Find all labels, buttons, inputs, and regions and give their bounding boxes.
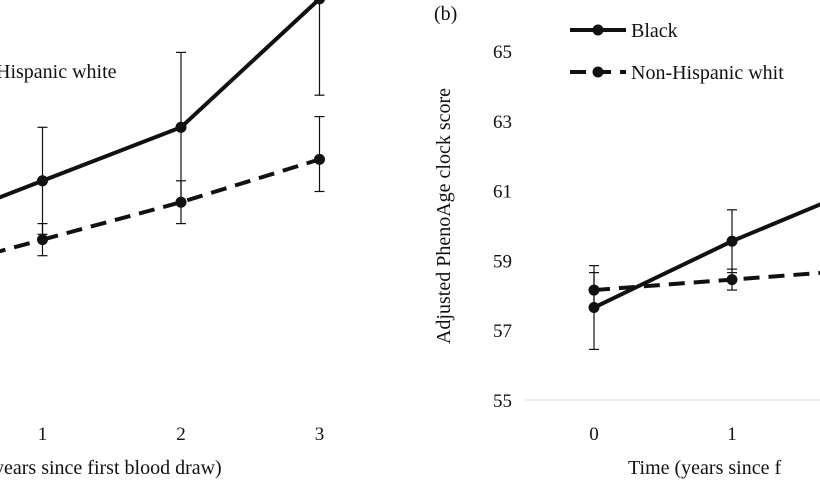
panel-a-series-2-line: [41, 157, 321, 242]
panel-a-plot-area: [0, 0, 325, 257]
panel-b-y-tick-label: 65: [493, 42, 512, 63]
panel-a-legend: Hispanic white: [0, 61, 117, 83]
panel-a-series-1-line-extension: [0, 178, 44, 200]
panel-a-x-ticks: 1 2 3: [38, 424, 325, 445]
panel-b-y-tick-label: 61: [493, 182, 512, 203]
panel-b-x-axis-title: Time (years since f: [628, 457, 781, 479]
panel-b-y-tick-label: 59: [493, 251, 512, 272]
panel-b-legend-marker-2: [592, 66, 604, 78]
panel-b-y-tick-label: 63: [493, 112, 512, 133]
panel-b-x-tick-label: 1: [727, 424, 737, 445]
panel-a-x-tick-label: 2: [176, 424, 186, 445]
panel-b-y-tick-label: 57: [493, 321, 512, 342]
panel-a-series-2-line-extension: [0, 237, 44, 254]
panel-b-y-tick-label: 55: [493, 391, 512, 412]
panel-b-series-2-line: [593, 270, 820, 293]
panel-a-x-axis-title: years since first blood draw): [0, 457, 222, 479]
panel-b-axes: 55 57 59 61 63 65 0 1: [493, 42, 820, 445]
panel-b-plot-area: [588, 202, 820, 350]
panel-a-series-2-point: [175, 196, 187, 208]
panel-a: 1 2 3 Hispanic white years since first blo…: [0, 0, 325, 479]
panel-a-series-1-point: [314, 0, 325, 5]
panel-b-legend: Black Non-Hispanic whit: [570, 20, 784, 84]
panel-a-x-tick-label: 3: [315, 424, 325, 445]
panel-b-legend-label-2: Non-Hispanic whit: [631, 62, 784, 84]
panel-b-series-2-point: [726, 274, 738, 286]
panel-b-x-tick-label: 0: [589, 424, 599, 445]
panel-b-legend-marker-1: [592, 24, 604, 36]
panel-b-legend-label-1: Black: [631, 20, 678, 42]
panel-a-series-1-point: [175, 121, 187, 133]
panel-b-series-2-point: [588, 284, 600, 296]
panel-a-series-2-point: [314, 153, 325, 165]
panel-b-label: (b): [434, 3, 457, 25]
panel-a-legend-label: Hispanic white: [0, 61, 117, 83]
panel-b-series-1-point: [726, 235, 738, 247]
panel-b: (b) 55 57 59 61 63 65 0 1 Black Non-Hispanic whi…: [433, 3, 820, 479]
panel-a-x-tick-label: 1: [38, 424, 48, 445]
panel-b-y-axis-title: Adjusted PhenoAge clock score: [433, 88, 455, 344]
